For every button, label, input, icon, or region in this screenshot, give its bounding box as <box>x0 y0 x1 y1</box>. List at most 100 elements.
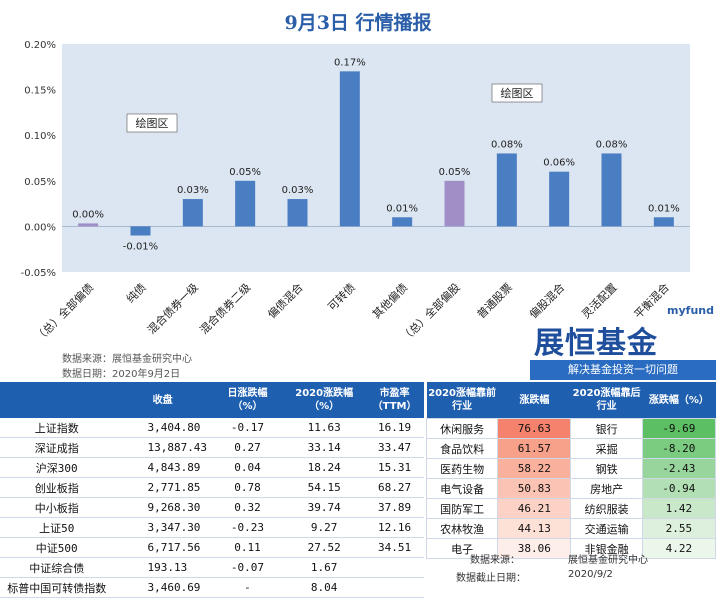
top-industry-name: 休闲服务 <box>425 418 499 439</box>
bottom-industry-name: 采掘 <box>570 438 643 459</box>
top-industry-name: 电气设备 <box>425 478 499 499</box>
bar-value-label: 0.01% <box>386 203 418 214</box>
brand-logo: myfund 展恒基金 解决基金投资一切问题 <box>530 298 716 382</box>
bottom-industry-name: 房地产 <box>570 478 643 499</box>
index-day-change: - <box>211 577 284 598</box>
table-row: 电气设备 50.83 房地产 -0.94 <box>425 478 716 499</box>
bar-value-label: 0.06% <box>543 158 575 169</box>
bottom-industry-change: -8.20 <box>641 438 716 459</box>
y-tick-label: -0.05% <box>21 268 56 279</box>
index-ytd-change: 8.04 <box>283 577 366 598</box>
bar-value-label: 0.01% <box>648 203 680 214</box>
bar <box>601 153 622 227</box>
bar-value-label: 0.17% <box>334 57 366 68</box>
table-row: 农林牧渔 44.13 交通运输 2.55 <box>425 518 716 539</box>
col-header-close: 收盘 <box>113 382 212 418</box>
x-category-label: 混合债券二级 <box>197 280 254 337</box>
index-close: 6,717.56 <box>113 537 212 558</box>
top-industry-name: 医药生物 <box>425 458 499 479</box>
logo-main: 展恒基金 <box>534 326 658 361</box>
bottom-industry-name: 纺织服装 <box>570 498 643 519</box>
table-row: 电子 38.06 非银金融 4.22 <box>425 538 716 559</box>
plot-annotation-box-2 <box>491 83 543 103</box>
bar <box>339 71 360 227</box>
index-close: 9,268.30 <box>113 497 212 518</box>
x-category-label: 纯债 <box>123 280 148 305</box>
top-industry-change: 61.57 <box>497 438 572 459</box>
table-row: 沪深300 4,843.89 0.04 18.24 15.31 <box>0 457 424 478</box>
bar-value-label: 0.03% <box>177 185 209 196</box>
plot-annotation-2: 绘图区 <box>501 86 534 100</box>
date-line: 数据日期：2020年9月2日 <box>62 369 181 380</box>
bottom-industry-name: 钢铁 <box>570 458 643 479</box>
y-tick-label: 0.05% <box>24 177 56 188</box>
index-name: 沪深300 <box>0 457 114 478</box>
index-name: 上证50 <box>0 517 114 538</box>
index-ytd-change: 1.67 <box>283 557 366 578</box>
index-day-change: -0.07 <box>211 557 284 578</box>
bar-chart: 0.20% 0.15% 0.10% 0.05% 0.00% -0.05% 0.00% -0.… <box>21 40 690 345</box>
table-row: 中证综合债 193.13 -0.07 1.67 <box>0 557 424 578</box>
table-row: 国防军工 46.21 纺织服装 1.42 <box>425 498 716 519</box>
bar-value-label: 0.05% <box>229 167 261 178</box>
bar-value-label: 0.08% <box>491 139 523 150</box>
col-header-day: 日涨跌幅 （%） <box>211 382 284 418</box>
index-ytd-change: 18.24 <box>283 457 366 478</box>
index-ytd-change: 9.27 <box>283 517 366 538</box>
index-pe: 68.27 <box>365 477 424 498</box>
index-name: 中小板指 <box>0 497 114 518</box>
index-pe: 37.89 <box>365 497 424 518</box>
bar <box>235 180 256 227</box>
top-industry-name: 农林牧渔 <box>425 518 499 539</box>
col-header-ytd: 2020涨跌幅 （%） <box>283 382 366 418</box>
bottom-industry-change: 4.22 <box>641 538 716 559</box>
top-industry-change: 76.63 <box>497 418 572 439</box>
bottom-industry-name: 非银金融 <box>570 538 643 559</box>
top-industry-name: 食品饮料 <box>425 438 499 459</box>
index-name: 上证指数 <box>0 418 114 438</box>
table-row: 深证成指 13,887.43 0.27 33.14 33.47 <box>0 437 424 458</box>
bottom-industry-change: -0.94 <box>641 478 716 499</box>
bar-value-label: 0.00% <box>72 209 104 220</box>
bar <box>496 153 517 227</box>
index-pe: 12.16 <box>365 517 424 538</box>
bar <box>78 223 99 227</box>
top-industry-change: 50.83 <box>497 478 572 499</box>
index-name: 中证综合债 <box>0 557 114 578</box>
table-row: 创业板指 2,771.85 0.78 54.15 68.27 <box>0 477 424 498</box>
index-close: 3,347.30 <box>113 517 212 538</box>
bottom-industry-change: 1.42 <box>641 498 716 519</box>
table-row: 食品饮料 61.57 采掘 -8.20 <box>425 438 716 459</box>
index-pe: 34.51 <box>365 537 424 558</box>
col-header-top-industry: 2020涨幅靠前 行业 <box>426 382 498 419</box>
col-header-bottom-industry: 2020涨幅靠后 行业 <box>570 382 643 419</box>
bottom-industry-change: -2.43 <box>641 458 716 479</box>
index-name: 标普中国可转债指数 <box>0 577 114 598</box>
index-day-change: 0.11 <box>211 537 284 558</box>
x-category-label: （总）全部偏债 <box>32 280 96 344</box>
bar-value-label: 0.05% <box>439 167 471 178</box>
bottom-industry-name: 交通运输 <box>570 518 643 539</box>
logo-slogan: 解决基金投资一切问题 <box>530 360 716 380</box>
index-ytd-change: 11.63 <box>283 418 366 438</box>
page-title: 9月3日 行情播报 <box>284 12 432 34</box>
index-ytd-change: 54.15 <box>283 477 366 498</box>
bar-value-label: 0.08% <box>596 139 628 150</box>
bar <box>392 217 413 227</box>
index-ytd-change: 39.74 <box>283 497 366 518</box>
index-close: 2,771.85 <box>113 477 212 498</box>
y-tick-label: 0.15% <box>24 86 56 97</box>
bar <box>130 226 151 236</box>
x-category-label: 可转债 <box>325 280 358 313</box>
table-row: 上证指数 3,404.80 -0.17 11.63 16.19 <box>0 418 424 438</box>
footer-source-label: 数据来源： <box>470 555 520 566</box>
table-row: 医药生物 58.22 钢铁 -2.43 <box>425 458 716 479</box>
source-line: 数据来源：展恒基金研究中心 <box>62 354 192 365</box>
col-header-name <box>0 382 114 418</box>
index-close: 3,460.69 <box>113 577 212 598</box>
x-category-label: 普通股票 <box>474 280 515 321</box>
footer-date-value: 2020/9/2 <box>568 569 613 580</box>
table-row: 中证500 6,717.56 0.11 27.52 34.51 <box>0 537 424 558</box>
table-row: 中小板指 9,268.30 0.32 39.74 37.89 <box>0 497 424 518</box>
col-header-top-change: 涨跌幅 <box>497 382 571 419</box>
